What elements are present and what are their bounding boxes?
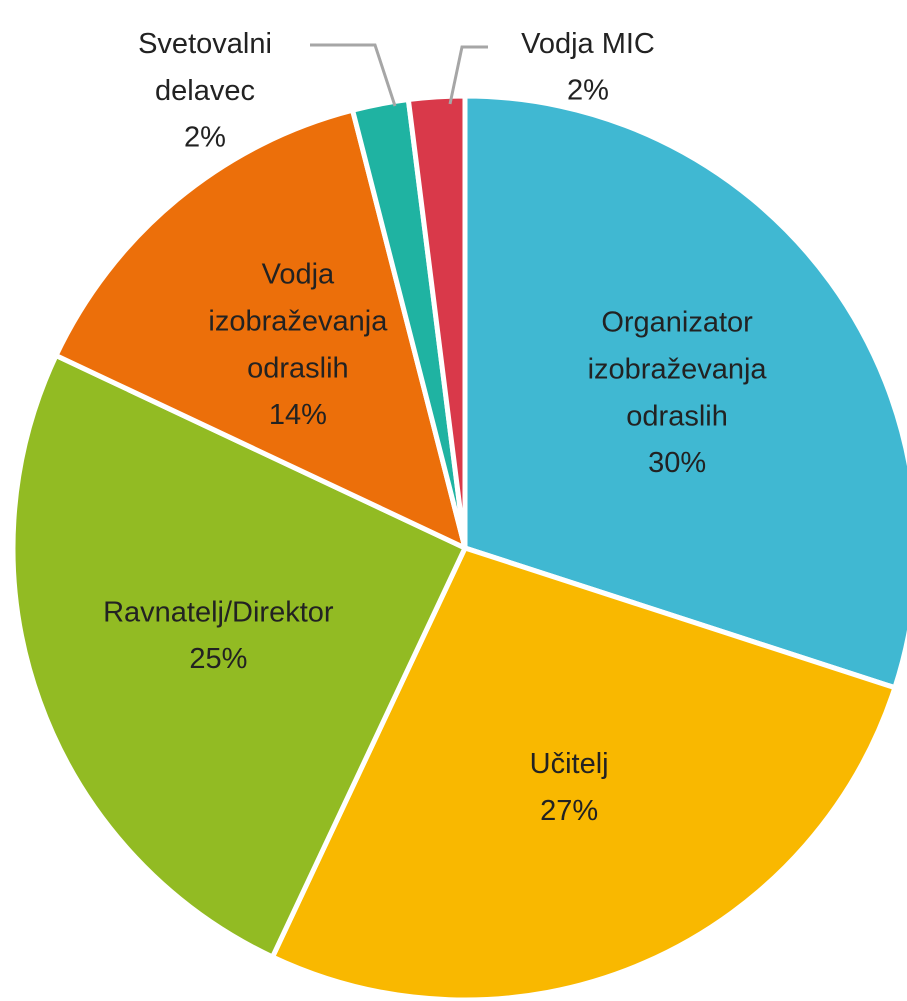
label-line: izobraževanja: [208, 305, 388, 337]
slice-label: Učitelj: [530, 748, 609, 780]
value-label: 27%: [540, 795, 598, 827]
pie-slice: [270, 545, 898, 1001]
label-line: Ravnatelj/Direktor: [103, 596, 334, 628]
label-line: Učitelj: [530, 748, 609, 780]
pie-slice: [462, 93, 907, 691]
leader-line: [448, 45, 488, 105]
slice-label: Organizator izobraževanja odraslih: [588, 306, 768, 432]
label-line: Svetovalni: [138, 28, 272, 60]
slice-label: Svetovalni delavec: [138, 28, 272, 107]
label-line: izobraževanja: [588, 353, 768, 385]
value-label: 14%: [269, 399, 327, 431]
label-line: Vodja: [262, 258, 335, 290]
leader-line: [310, 43, 397, 107]
label-line: delavec: [155, 75, 255, 107]
labels: Organizator izobraževanja odraslih 30% Učite…: [103, 28, 767, 827]
value-label: 2%: [567, 75, 609, 107]
slice-label: Ravnatelj/Direktor: [103, 596, 334, 628]
slice-label: Vodja MIC: [521, 28, 655, 60]
label-line: odraslih: [247, 352, 349, 384]
pie-slice: [53, 107, 468, 551]
pie-slice: [10, 353, 468, 960]
pie-slice: [405, 93, 468, 551]
value-label: 25%: [189, 643, 247, 675]
label-line: odraslih: [626, 400, 728, 432]
label-line: Organizator: [601, 306, 753, 338]
label-line: Vodja MIC: [521, 28, 655, 60]
slices: [10, 93, 907, 1001]
value-label: 2%: [184, 122, 226, 154]
slice-label: Vodja izobraževanja odraslih: [208, 258, 388, 384]
value-label: 30%: [648, 447, 706, 479]
